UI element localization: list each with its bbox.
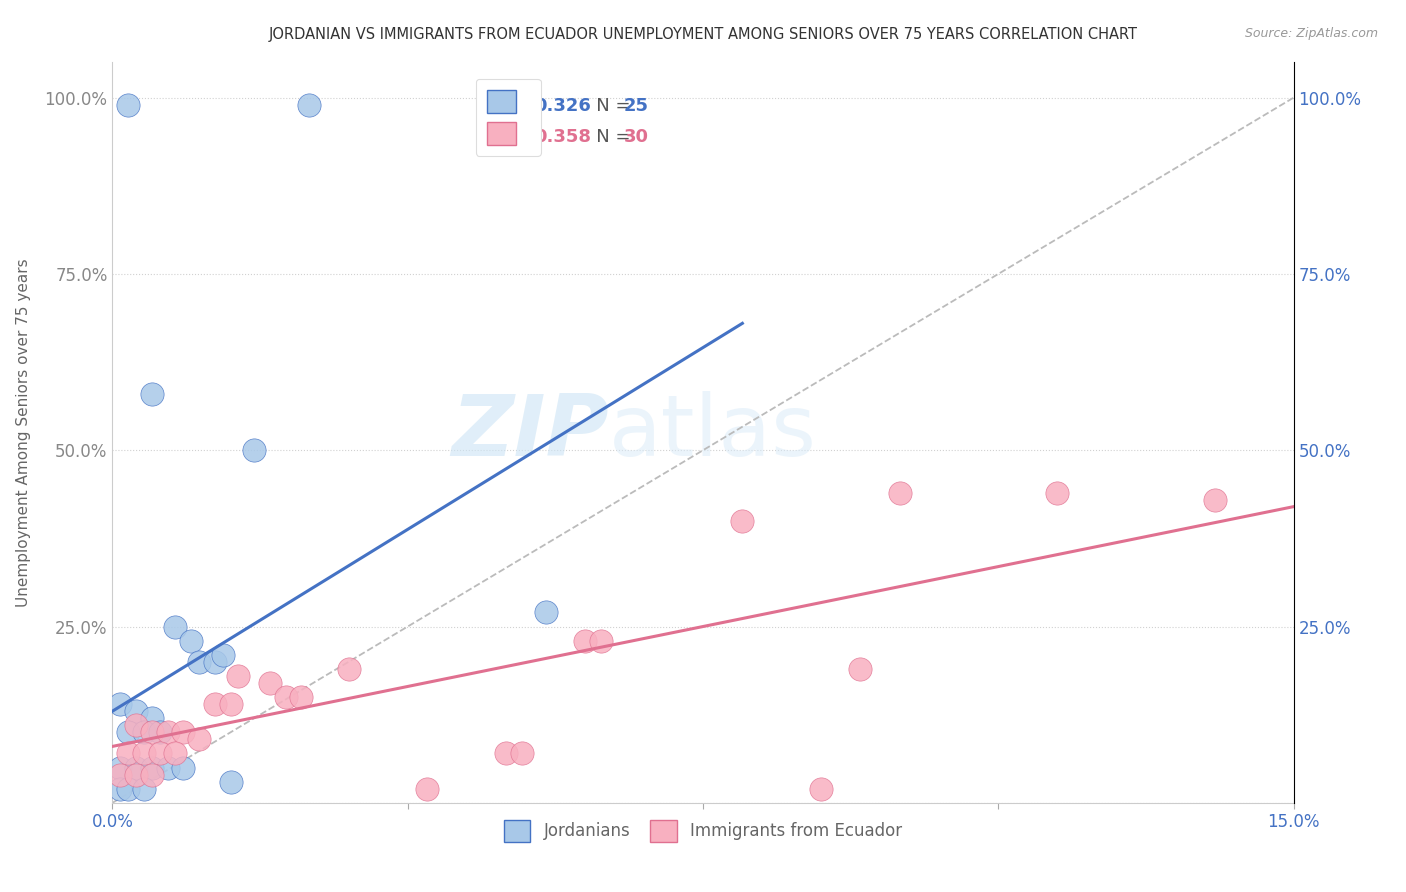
Text: 0.326: 0.326 (534, 96, 591, 114)
Text: JORDANIAN VS IMMIGRANTS FROM ECUADOR UNEMPLOYMENT AMONG SENIORS OVER 75 YEARS CO: JORDANIAN VS IMMIGRANTS FROM ECUADOR UNE… (269, 27, 1137, 42)
Point (228, 669, 250, 683)
Point (149, 747, 172, 761)
Point (810, 781, 832, 796)
Point (290, 690, 312, 704)
Point (110, 767, 132, 781)
Text: R =: R = (499, 96, 537, 114)
Text: ZIP: ZIP (451, 391, 609, 475)
Text: N =: N = (579, 128, 637, 145)
Point (165, 747, 187, 761)
Text: Source: ZipAtlas.com: Source: ZipAtlas.com (1244, 27, 1378, 40)
Point (1204, 492, 1226, 507)
Point (416, 781, 439, 796)
Point (204, 655, 226, 669)
Point (117, 97, 139, 112)
Point (574, 633, 596, 648)
Point (117, 725, 139, 739)
Point (219, 774, 242, 789)
Point (298, 97, 321, 112)
Point (589, 633, 612, 648)
Point (165, 619, 187, 633)
Point (849, 662, 872, 676)
Point (510, 747, 533, 761)
Point (125, 718, 148, 732)
Point (125, 767, 148, 781)
Point (172, 760, 194, 774)
Point (125, 760, 148, 774)
Point (149, 725, 172, 739)
Point (110, 781, 132, 796)
Point (219, 697, 242, 711)
Point (141, 760, 163, 774)
Point (117, 781, 139, 796)
Point (156, 725, 179, 739)
Point (141, 725, 163, 739)
Point (132, 781, 155, 796)
Point (125, 704, 148, 718)
Point (132, 725, 155, 739)
Point (156, 760, 179, 774)
Text: 0.358: 0.358 (534, 128, 591, 145)
Point (188, 655, 211, 669)
Point (889, 485, 911, 500)
Point (495, 747, 517, 761)
Point (259, 676, 281, 690)
Y-axis label: Unemployment Among Seniors over 75 years: Unemployment Among Seniors over 75 years (15, 259, 31, 607)
Point (141, 711, 163, 725)
Point (117, 747, 139, 761)
Point (180, 633, 202, 648)
Point (172, 725, 194, 739)
Legend: Jordanians, Immigrants from Ecuador: Jordanians, Immigrants from Ecuador (495, 812, 911, 850)
Point (211, 648, 233, 662)
Text: 30: 30 (624, 128, 650, 145)
Point (243, 443, 266, 458)
Point (110, 760, 132, 774)
Point (1046, 485, 1069, 500)
Point (274, 690, 297, 704)
Point (132, 747, 155, 761)
Point (110, 697, 132, 711)
Text: R =: R = (499, 128, 537, 145)
Point (534, 606, 557, 620)
Text: 25: 25 (624, 96, 650, 114)
Point (141, 387, 163, 401)
Point (337, 662, 360, 676)
Point (188, 732, 211, 747)
Text: N =: N = (579, 96, 637, 114)
Point (141, 767, 163, 781)
Point (731, 514, 754, 528)
Point (204, 697, 226, 711)
Text: atlas: atlas (609, 391, 817, 475)
